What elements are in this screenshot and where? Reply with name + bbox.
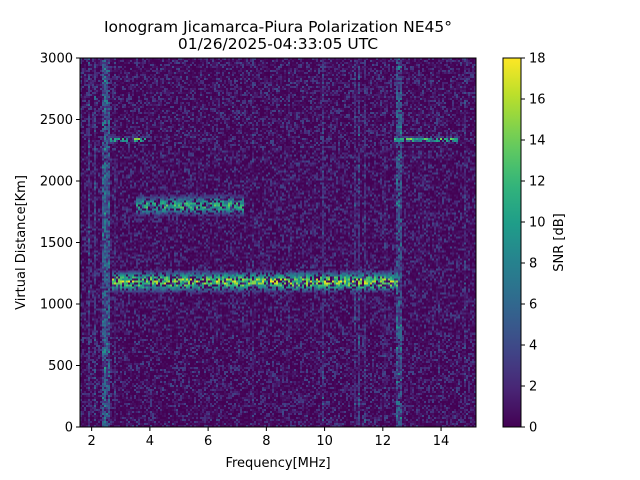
y-axis-ticks: 0 500 1000 1500 2000 2500 3000	[40, 52, 80, 436]
heatmap-area	[80, 58, 476, 427]
y-tick-label: 0	[65, 421, 73, 436]
colorbar-tick-label: 10	[529, 216, 546, 231]
chart-subtitle: 01/26/2025-04:33:05 UTC	[178, 35, 378, 53]
x-axis-ticks: 2 4 6 8 10 12 14	[88, 427, 450, 449]
x-tick-label: 6	[204, 434, 212, 449]
y-tick-label: 2000	[40, 175, 73, 190]
x-tick-label: 4	[146, 434, 154, 449]
colorbar-tick-label: 16	[529, 93, 546, 108]
x-tick-label: 2	[88, 434, 96, 449]
x-tick-label: 14	[433, 434, 450, 449]
colorbar-gradient	[502, 57, 522, 428]
colorbar-tick-label: 12	[529, 175, 546, 190]
y-tick-label: 3000	[40, 52, 73, 67]
y-tick-label: 2500	[40, 113, 73, 128]
colorbar-label: SNR [dB]	[552, 213, 567, 271]
colorbar-tick-label: 18	[529, 52, 546, 67]
y-tick-label: 1500	[40, 236, 73, 251]
colorbar-tick-label: 14	[529, 134, 546, 149]
colorbar-tick-label: 8	[529, 257, 537, 272]
colorbar-ticks: 0 2 4 6 8 10 12 14 16 18	[521, 52, 546, 436]
y-tick-label: 500	[48, 359, 73, 374]
y-axis-label: Virtual Distance[Km]	[14, 175, 29, 310]
x-tick-label: 10	[316, 434, 333, 449]
heatmap-raster	[80, 58, 476, 427]
x-tick-label: 12	[375, 434, 392, 449]
colorbar-tick-label: 0	[529, 421, 537, 436]
colorbar-tick-label: 6	[529, 298, 537, 313]
chart-title: Ionogram Jicamarca-Piura Polarization NE…	[104, 18, 452, 36]
colorbar-tick-label: 4	[529, 339, 537, 354]
x-tick-label: 8	[262, 434, 270, 449]
colorbar	[502, 57, 522, 428]
colorbar-tick-label: 2	[529, 380, 537, 395]
y-tick-label: 1000	[40, 298, 73, 313]
x-axis-label: Frequency[MHz]	[225, 456, 330, 471]
